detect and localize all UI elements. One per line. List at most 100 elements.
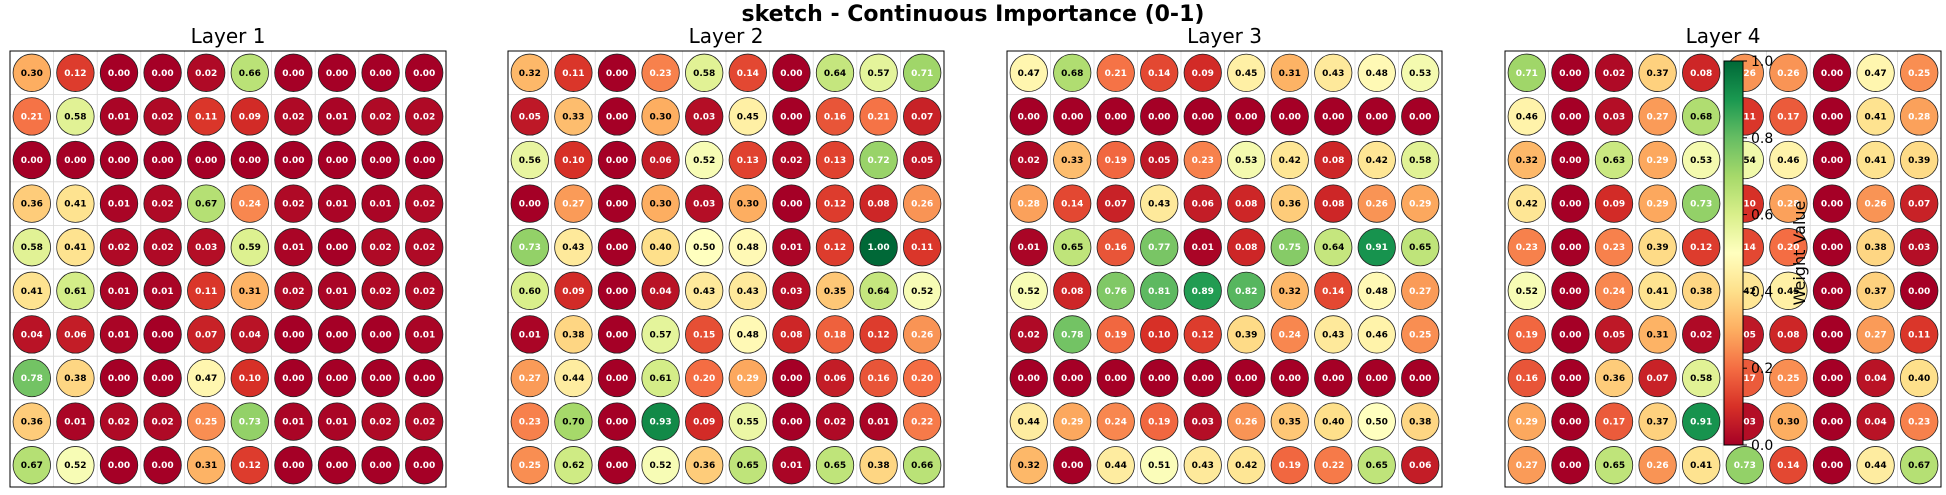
heatmap-cell: 0.02 bbox=[1009, 315, 1048, 354]
cell-value-label: 0.65 bbox=[1366, 461, 1388, 471]
heatmap-cell: 0.57 bbox=[859, 53, 898, 92]
cell-circle bbox=[230, 402, 269, 441]
cell-value-label: 0.58 bbox=[1690, 374, 1712, 384]
cell-circle bbox=[1096, 402, 1135, 441]
cell-value-label: 0.02 bbox=[151, 200, 173, 210]
cell-circle bbox=[1053, 53, 1092, 92]
cell-value-label: 0.40 bbox=[649, 243, 671, 253]
cell-circle bbox=[1594, 271, 1634, 310]
heatmap-cell: 0.29 bbox=[1507, 402, 1546, 441]
cell-circle bbox=[1053, 140, 1092, 180]
cell-circle bbox=[56, 53, 95, 92]
heatmap-cell: 0.02 bbox=[1594, 53, 1634, 92]
cell-circle bbox=[56, 358, 95, 398]
cell-circle bbox=[1227, 402, 1266, 441]
cell-circle bbox=[1507, 228, 1546, 267]
cell-value-label: 0.03 bbox=[1734, 418, 1756, 428]
cell-value-label: 0.00 bbox=[413, 461, 435, 471]
cell-value-label: 0.02 bbox=[824, 418, 846, 428]
cell-value-label: 0.25 bbox=[519, 461, 541, 471]
cell-circle bbox=[1357, 402, 1396, 441]
cell-circle bbox=[361, 315, 400, 354]
cell-circle bbox=[641, 446, 680, 485]
heatmap-cell: 0.48 bbox=[1357, 53, 1396, 92]
heatmap-cell: 0.45 bbox=[728, 97, 767, 136]
cell-circle bbox=[1594, 402, 1634, 441]
cell-circle bbox=[99, 402, 139, 441]
cell-value-label: 0.00 bbox=[606, 156, 628, 166]
panel-frame bbox=[1006, 50, 1443, 488]
heatmap-cell: 0.00 bbox=[99, 358, 139, 398]
cell-value-label: 0.26 bbox=[911, 330, 933, 340]
heatmap-cell: 0.22 bbox=[1314, 446, 1353, 485]
cell-value-label: 0.00 bbox=[151, 374, 173, 384]
heatmap-cell: 0.55 bbox=[728, 402, 767, 441]
cell-circle bbox=[1357, 97, 1396, 136]
heatmap-cell: 0.46 bbox=[1769, 140, 1808, 180]
heatmap-cell: 0.45 bbox=[1769, 271, 1808, 310]
heatmap-cell: 0.59 bbox=[230, 228, 269, 267]
cell-value-label: 0.26 bbox=[1646, 461, 1668, 471]
cell-circle bbox=[1856, 140, 1895, 180]
heatmap-cell: 0.26 bbox=[1769, 53, 1808, 92]
cell-circle bbox=[230, 271, 269, 310]
cell-circle bbox=[1594, 315, 1634, 354]
heatmap-cell: 0.00 bbox=[361, 140, 400, 180]
cell-value-label: 0.14 bbox=[737, 69, 759, 79]
heatmap-cell: 0.38 bbox=[859, 446, 898, 485]
cell-value-label: 0.36 bbox=[21, 200, 43, 210]
cell-value-label: 0.00 bbox=[780, 418, 802, 428]
heatmap-cell: 0.00 bbox=[1227, 358, 1266, 398]
cell-circle bbox=[1682, 402, 1721, 441]
cell-circle bbox=[1682, 358, 1721, 398]
cell-value-label: 0.53 bbox=[1235, 156, 1257, 166]
cell-circle bbox=[361, 402, 400, 441]
cell-value-label: 0.52 bbox=[64, 461, 86, 471]
heatmap-cell: 0.00 bbox=[1812, 97, 1852, 136]
cell-value-label: 0.01 bbox=[780, 461, 802, 471]
cell-circle bbox=[641, 53, 680, 92]
cell-circle bbox=[1227, 446, 1266, 485]
cell-value-label: 0.01 bbox=[780, 243, 802, 253]
heatmap-cell: 0.00 bbox=[99, 140, 139, 180]
heatmap-cell: 0.16 bbox=[1096, 228, 1135, 267]
cell-circle bbox=[230, 140, 269, 180]
cell-circle bbox=[1812, 53, 1852, 92]
heatmap-cell: 0.65 bbox=[728, 446, 767, 485]
cell-value-label: 0.42 bbox=[1516, 200, 1538, 210]
cell-circle bbox=[510, 53, 549, 92]
cell-circle bbox=[1812, 315, 1852, 354]
heatmap-cell: 0.00 bbox=[1009, 97, 1048, 136]
cell-circle bbox=[12, 358, 51, 398]
cell-value-label: 0.00 bbox=[369, 156, 391, 166]
heatmap-cell: 0.05 bbox=[510, 97, 549, 136]
cell-value-label: 0.35 bbox=[824, 287, 846, 297]
cell-value-label: 0.01 bbox=[108, 112, 130, 122]
cell-circle bbox=[12, 315, 51, 354]
heatmap-cell: 0.19 bbox=[1140, 402, 1179, 441]
cell-circle bbox=[143, 97, 182, 136]
cell-value-label: 0.01 bbox=[1018, 243, 1040, 253]
heatmap-cell: 0.04 bbox=[1856, 402, 1895, 441]
cell-circle bbox=[1682, 228, 1721, 267]
heatmap-cell: 0.41 bbox=[1856, 140, 1895, 180]
cell-value-label: 0.02 bbox=[151, 112, 173, 122]
cell-circle bbox=[361, 228, 400, 267]
heatmap-cell: 0.12 bbox=[56, 53, 95, 92]
cell-circle bbox=[728, 315, 767, 354]
heatmap-cell: 0.02 bbox=[99, 402, 139, 441]
cell-circle bbox=[1140, 358, 1179, 398]
panel-title: Layer 2 bbox=[689, 24, 764, 48]
cell-value-label: 0.26 bbox=[1864, 200, 1886, 210]
cell-circle bbox=[1227, 53, 1266, 92]
cell-circle bbox=[1140, 271, 1179, 310]
cell-value-label: 0.11 bbox=[911, 243, 933, 253]
cell-circle bbox=[815, 140, 855, 180]
cell-circle bbox=[1812, 271, 1852, 310]
cell-circle bbox=[1314, 97, 1353, 136]
cell-circle bbox=[1183, 228, 1222, 267]
heatmap-cell: 0.02 bbox=[405, 184, 444, 223]
cell-value-label: 0.04 bbox=[1864, 418, 1886, 428]
cell-circle bbox=[56, 228, 95, 267]
heatmap-cell: 0.53 bbox=[1227, 140, 1266, 180]
